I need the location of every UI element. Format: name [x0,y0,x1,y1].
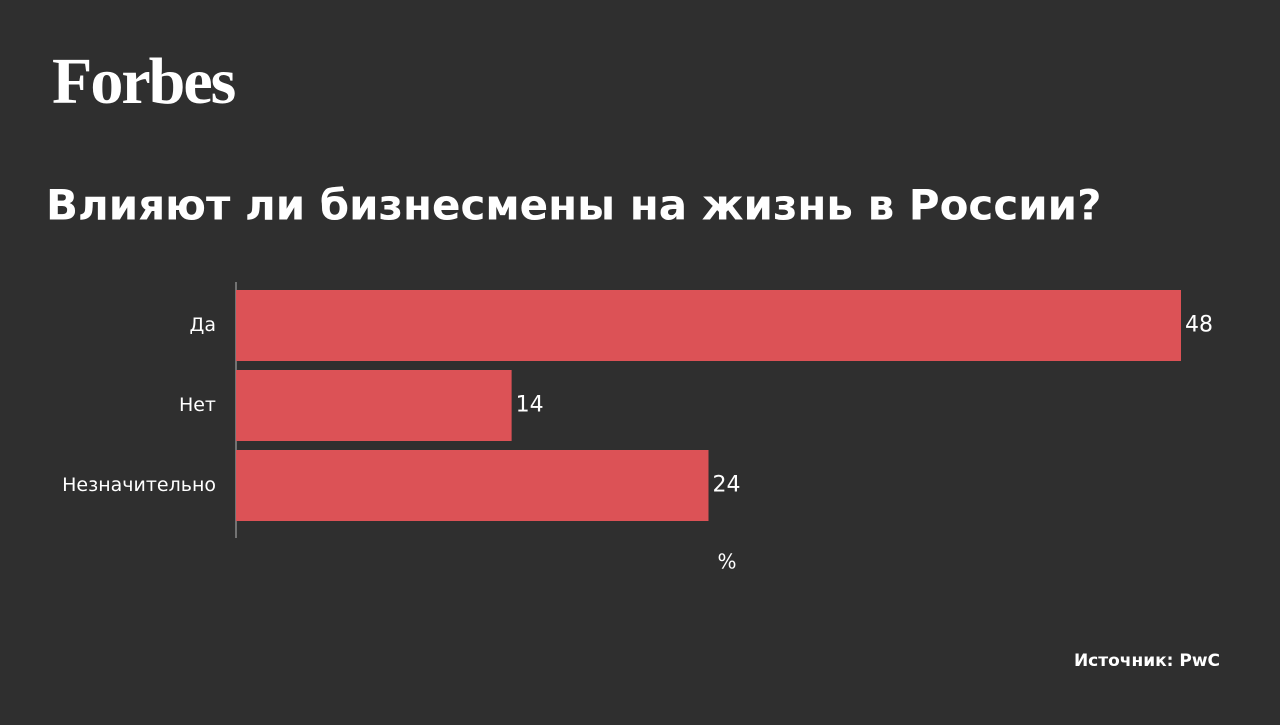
value-label: 24 [713,473,741,498]
chart-title: Влияют ли бизнесмены на жизнь в России? [46,181,1101,230]
category-label: Незначительно [62,474,216,496]
bar [236,290,1181,361]
value-label: 14 [516,393,544,418]
source-note: Источник: PwC [1074,651,1220,671]
category-label: Нет [179,394,216,416]
value-label: 48 [1185,313,1213,338]
bar [236,370,512,441]
x-axis-label: % [717,550,736,574]
category-label: Да [190,314,217,336]
brand-logo: Forbes [52,45,236,118]
bar [236,450,709,521]
